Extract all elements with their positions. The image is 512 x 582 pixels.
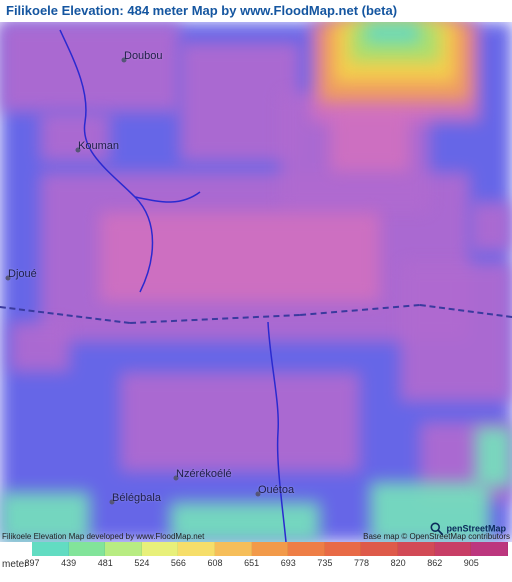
- legend-swatch: [215, 542, 252, 556]
- elevation-map[interactable]: Doubou Kouman Djoué Nzérékoélé Bélégbala Ouét…: [0, 22, 512, 542]
- title-text: Filikoele Elevation: 484 meter Map by ww…: [6, 3, 397, 18]
- elevation-legend: meter 3974394815245666086516937357788208…: [0, 542, 512, 570]
- legend-swatch: [398, 542, 435, 556]
- legend-ticks: 397439481524566608651693735778820862905: [32, 558, 508, 570]
- river-line: [135, 192, 200, 202]
- credit-left: Filikoele Elevation Map developed by www…: [2, 532, 204, 541]
- legend-swatch: [435, 542, 472, 556]
- city-label: Nzérékoélé: [176, 468, 232, 480]
- legend-swatch: [178, 542, 215, 556]
- river-line: [268, 322, 286, 542]
- rivers-layer: [0, 22, 512, 542]
- city-label: Bélégbala: [112, 492, 161, 504]
- credit-right: Base map © OpenStreetMap contributors: [363, 532, 510, 541]
- legend-swatch: [69, 542, 106, 556]
- legend-swatch: [288, 542, 325, 556]
- city-label: Doubou: [124, 50, 163, 62]
- legend-swatch: [471, 542, 508, 556]
- city-label: Kouman: [78, 140, 119, 152]
- legend-swatch: [32, 542, 69, 556]
- legend-tick: 905: [471, 558, 508, 570]
- legend-swatch: [105, 542, 142, 556]
- legend-swatch: [361, 542, 398, 556]
- river-line: [60, 30, 153, 292]
- city-label: Djoué: [8, 268, 37, 280]
- legend-swatches: [32, 542, 508, 556]
- city-label: Ouétoa: [258, 484, 294, 496]
- legend-swatch: [252, 542, 289, 556]
- legend-swatch: [325, 542, 362, 556]
- page-title: Filikoele Elevation: 484 meter Map by ww…: [0, 0, 512, 22]
- legend-swatch: [142, 542, 179, 556]
